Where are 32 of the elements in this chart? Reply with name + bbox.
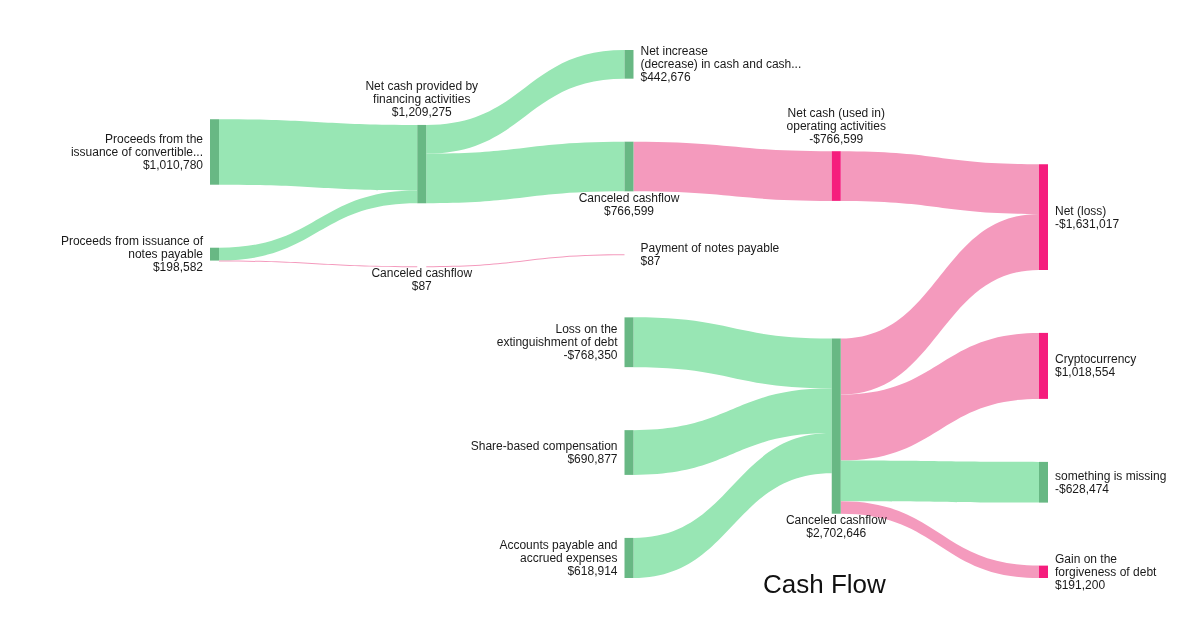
data-label: -$1,631,017 [1055, 216, 1120, 231]
data-label: $690,877 [567, 452, 618, 467]
category-label: Net increase (decrease) in cash and cash... [640, 44, 802, 72]
category-label: Gain on the forgiveness of debt [1055, 551, 1158, 579]
category-label: Net (loss) [1055, 203, 1107, 218]
data-label: $1,010,780 [142, 157, 204, 172]
data-label: $442,676 [640, 70, 691, 85]
data-label: $766,599 [603, 203, 655, 218]
category-label: Loss on the extinguishment of debt [496, 322, 619, 350]
data-label: $2,702,646 [806, 526, 867, 541]
category-label: something is missing [1055, 468, 1167, 483]
data-label: $198,582 [152, 260, 204, 275]
data-label: $1,209,275 [391, 105, 453, 120]
data-label: $87 [640, 253, 661, 268]
category-label: Net cash (used in) operating activities [786, 105, 886, 133]
category-label: Canceled cashflow [785, 513, 887, 528]
category-label: Accounts payable and accrued expenses [499, 537, 618, 565]
data-label: $1,018,554 [1055, 365, 1116, 380]
category-label: Cryptocurrency [1055, 352, 1137, 367]
text: Cash Flow [763, 569, 887, 599]
category-label: Proceeds from issuance of notes payable [60, 234, 204, 262]
data-label: -$628,474 [1055, 481, 1110, 496]
data-label: -$768,350 [563, 348, 618, 363]
category-label: Canceled cashflow [371, 265, 473, 280]
category-label: Canceled cashflow [578, 190, 680, 205]
category-label: Payment of notes payable [640, 240, 780, 255]
category-label: Net cash provided by financing activities [365, 79, 479, 107]
data-label: -$766,599 [809, 131, 864, 146]
category-label: Proceeds from the issuance of convertible... [70, 131, 204, 159]
data-label: $191,200 [1055, 577, 1106, 592]
data-label: $87 [411, 278, 433, 293]
category-label: Share-based compensation [470, 439, 618, 454]
